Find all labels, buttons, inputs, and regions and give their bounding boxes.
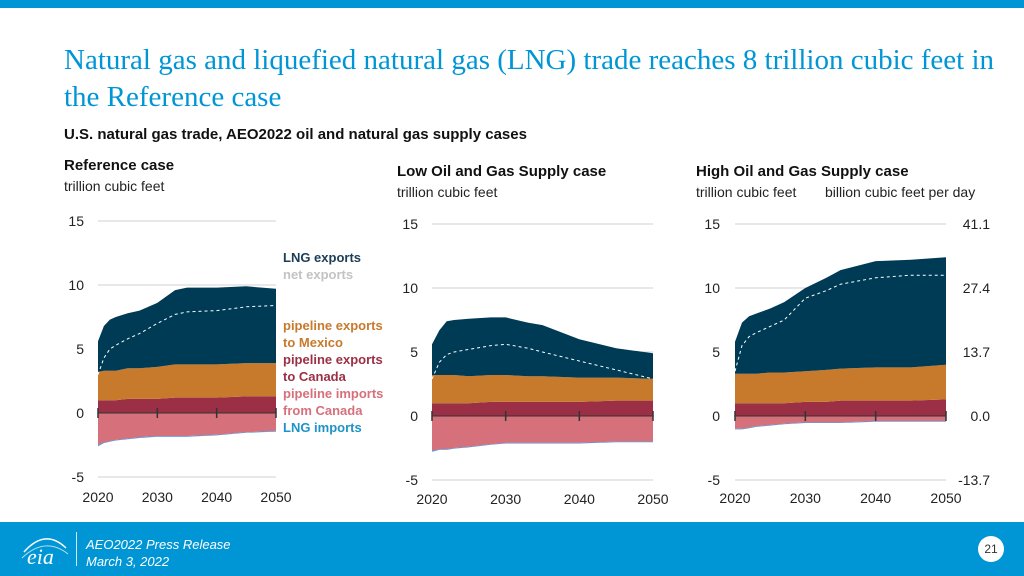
- y2-tick-label: 13.7: [963, 344, 990, 360]
- y2-tick-label: 41.1: [963, 216, 990, 232]
- y-tick-label: 0: [76, 405, 84, 421]
- slide-title: Natural gas and liquefied natural gas (L…: [64, 44, 995, 113]
- line-net-exports: [431, 343, 654, 380]
- chart-canvas: -5 0 5 10 15 2020 2030 2040 2050 -5 0 5 10 15 2020 2030…: [68, 213, 990, 507]
- x-tick-label: 2020: [82, 489, 113, 505]
- area-pipeline-exports-mexico: [432, 375, 653, 404]
- legend-label: LNG imports: [283, 420, 362, 435]
- area-lng-imports: [735, 421, 946, 430]
- slide-subtitle: U.S. natural gas trade, AEO2022 oil and …: [64, 126, 527, 143]
- panel-unit-reference: trillion cubic feet: [64, 178, 165, 194]
- x-tick-label: 2050: [930, 490, 961, 506]
- legend-label: to Canada: [283, 369, 347, 384]
- page-number: 21: [978, 536, 1004, 562]
- area-lng-exports: [432, 317, 653, 379]
- y2-tick-label: 0.0: [971, 408, 991, 424]
- y-tick-label: 15: [402, 216, 418, 232]
- panel-title-reference: Reference case: [64, 157, 175, 174]
- area-pipeline-exports-mexico: [735, 364, 946, 404]
- area-lng-exports: [735, 257, 946, 374]
- area-pipeline-exports-canada: [98, 396, 276, 413]
- area-pipeline-exports-canada: [735, 399, 946, 416]
- area-pipeline-exports-canada: [432, 400, 653, 416]
- legend-label: pipeline exports: [283, 318, 383, 333]
- x-tick-label: 2050: [260, 489, 291, 505]
- panel-unit-low: trillion cubic feet: [397, 184, 498, 200]
- panel-title-high: High Oil and Gas Supply case: [696, 163, 909, 180]
- footer-date: March 3, 2022: [86, 554, 170, 569]
- area-lng-exports: [98, 286, 276, 372]
- logo-divider: [76, 532, 77, 566]
- legend-label: pipeline imports: [283, 386, 383, 401]
- svg-text:eia: eia: [27, 544, 54, 568]
- eia-logo: eia: [20, 532, 70, 569]
- y-tick-label: 15: [68, 213, 84, 229]
- x-tick-label: 2040: [201, 489, 232, 505]
- panel-unit-high-right: billion cubic feet per day: [825, 184, 976, 200]
- footer-bar: eia AEO2022 Press Release March 3, 2022 …: [0, 522, 1024, 576]
- legend-label: LNG exports: [283, 250, 361, 265]
- y-tick-label: 5: [712, 344, 720, 360]
- line-net-exports: [734, 274, 946, 372]
- y-tick-label: 10: [704, 280, 720, 296]
- legend-label: pipeline exports: [283, 352, 383, 367]
- x-tick-label: 2020: [416, 491, 447, 507]
- y2-tick-label: 27.4: [963, 280, 990, 296]
- x-tick-label: 2020: [719, 490, 750, 506]
- y-tick-label: -5: [708, 472, 721, 488]
- y-tick-label: -5: [406, 472, 419, 488]
- y2-tick-label: -13.7: [958, 472, 990, 488]
- x-tick-label: 2030: [790, 490, 821, 506]
- legend-label: from Canada: [283, 403, 363, 418]
- area-pipeline-imports-canada: [432, 416, 653, 451]
- y-tick-label: 5: [76, 341, 84, 357]
- y-tick-label: 15: [704, 216, 720, 232]
- y-tick-label: 0: [712, 408, 720, 424]
- panel-low: -5 0 5 10 15 2020 2030 2040 2050: [402, 216, 668, 507]
- panel-unit-high: trillion cubic feet: [696, 184, 797, 200]
- y-tick-label: 5: [410, 344, 418, 360]
- line-net-exports: [97, 305, 277, 375]
- y-tick-label: 10: [402, 280, 418, 296]
- area-pipeline-exports-mexico: [98, 363, 276, 401]
- panel-title-low: Low Oil and Gas Supply case: [397, 163, 607, 180]
- x-tick-label: 2050: [637, 491, 668, 507]
- x-tick-label: 2040: [860, 490, 891, 506]
- panel-high: -5 -13.7 0 0.0 5 13.7 10 27.4 15 41.1 2020 2030 2040…: [704, 216, 990, 506]
- y-tick-label: 10: [68, 277, 84, 293]
- area-lng-imports: [98, 430, 276, 447]
- legend-label: net exports: [283, 267, 353, 282]
- x-tick-label: 2040: [564, 491, 595, 507]
- y-tick-label: -5: [72, 469, 85, 485]
- legend-label: to Mexico: [283, 335, 343, 350]
- panel-reference: -5 0 5 10 15 2020 2030 2040 2050: [68, 213, 291, 505]
- x-tick-label: 2030: [142, 489, 173, 505]
- x-tick-label: 2030: [490, 491, 521, 507]
- y-tick-label: 0: [410, 408, 418, 424]
- top-accent-bar: [0, 0, 1024, 8]
- footer-release: AEO2022 Press Release: [86, 537, 231, 552]
- area-pipeline-imports-canada: [98, 413, 276, 445]
